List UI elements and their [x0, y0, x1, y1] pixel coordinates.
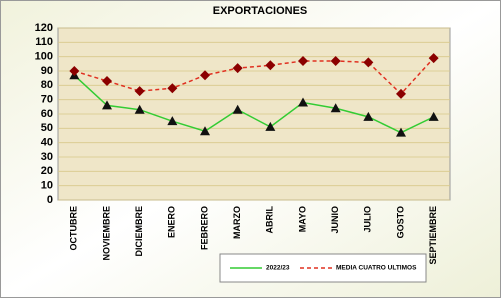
x-tick-label: NOVIEMBRE: [101, 206, 111, 261]
x-tick-label: FEBRERO: [199, 206, 209, 250]
x-tick-label: JUNIO: [330, 206, 340, 234]
y-tick-label: 10: [41, 180, 53, 192]
x-tick-label: ABRIL: [265, 206, 275, 234]
page: EXPORTACIONES 0 10 20 30 40 50 60 70 80 90 100 110 1…: [0, 0, 501, 298]
x-tick-label: MAYO: [297, 206, 307, 232]
chart: EXPORTACIONES 0 10 20 30 40 50 60 70 80 90 100 110 1…: [0, 0, 501, 298]
x-tick-label: ENERO: [167, 206, 177, 238]
y-tick-label: 120: [35, 22, 53, 34]
legend-label: MEDIA CUATRO ULTIMOS: [336, 265, 417, 272]
chart-title: EXPORTACIONES: [213, 5, 308, 17]
y-tick-label: 70: [41, 94, 53, 106]
legend-label: 2022/23: [266, 265, 290, 272]
y-tick-label: 0: [47, 194, 53, 206]
x-tick-label: MARZO: [232, 206, 242, 239]
y-tick-label: 100: [35, 51, 53, 63]
x-tick-label: JULIO: [363, 206, 373, 233]
x-tick-label: DICIEMBRE: [134, 206, 144, 257]
y-tick-label: 30: [41, 151, 53, 163]
y-tick-label: 90: [41, 65, 53, 77]
x-tick-label: OCTUBRE: [69, 206, 79, 251]
y-tick-label: 110: [35, 36, 53, 48]
y-tick-label: 60: [41, 108, 53, 120]
y-tick-label: 20: [41, 165, 53, 177]
y-tick-label: 50: [41, 122, 53, 134]
y-tick-label: 40: [41, 137, 53, 149]
x-tick-label: GOSTO: [395, 206, 405, 238]
x-tick-label: SEPTIEMBRE: [428, 206, 438, 265]
y-tick-label: 80: [41, 79, 53, 91]
